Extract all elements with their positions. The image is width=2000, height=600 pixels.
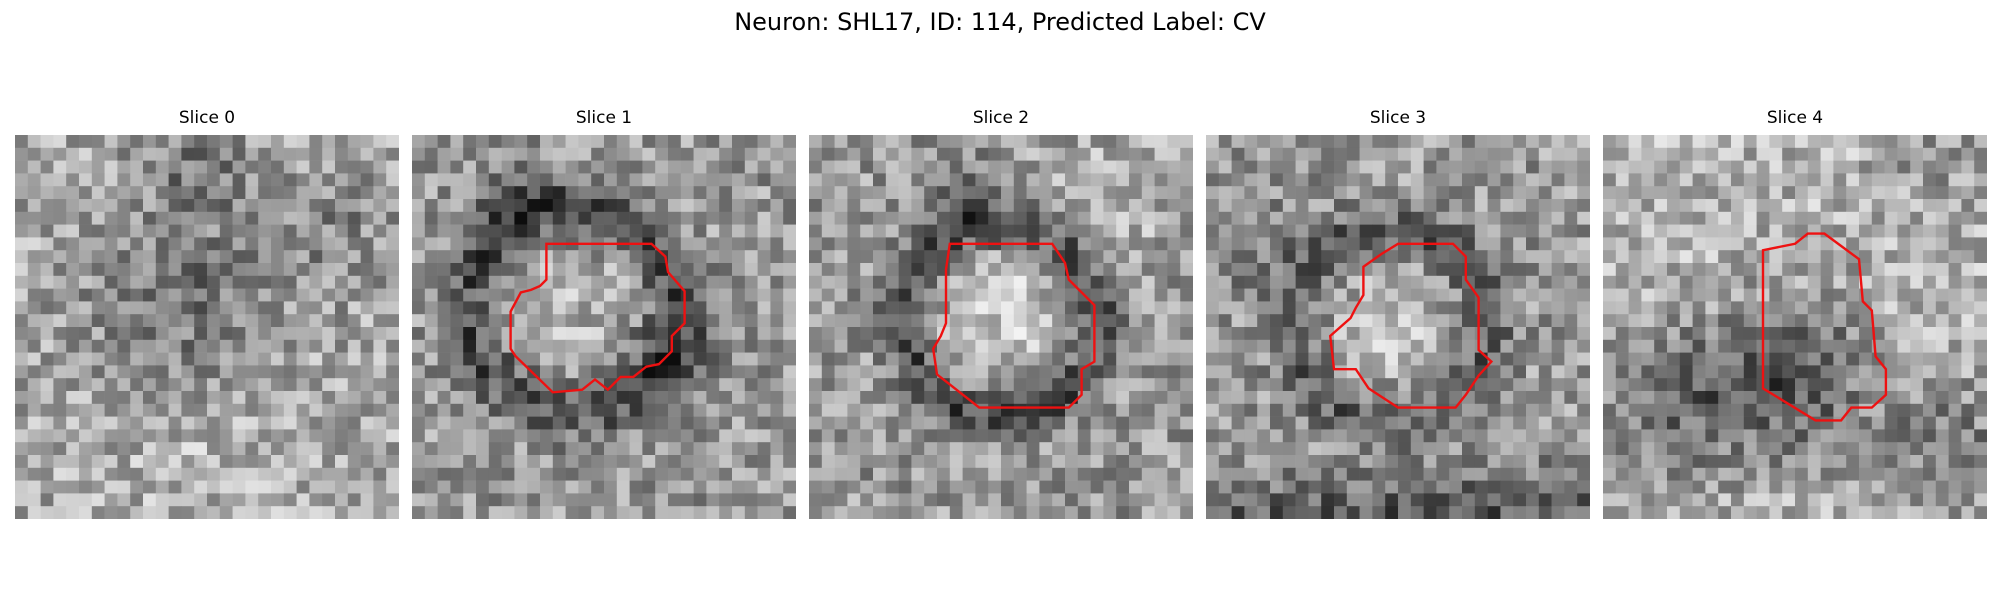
slice-title: Slice 3 [1369,108,1427,128]
segmentation-outline [1761,232,1888,422]
segmentation-outline [1328,242,1494,409]
slice-panel-2: Slice 2 [809,108,1193,519]
slice-title: Slice 0 [178,108,236,128]
slice-image [1603,135,1987,519]
slice-image [15,135,399,519]
figure-title: Neuron: SHL17, ID: 114, Predicted Label:… [734,8,1266,36]
segmentation-outline [509,242,686,394]
slice-title: Slice 4 [1766,108,1824,128]
slice-title: Slice 2 [972,108,1030,128]
segmentation-outline [931,242,1096,409]
slice-panel-0: Slice 0 [15,108,399,519]
slice-image [1206,135,1590,519]
slice-image [412,135,796,519]
slice-panel-4: Slice 4 [1603,108,1987,519]
slice-panel-1: Slice 1 [412,108,796,519]
slice-title: Slice 1 [575,108,633,128]
slice-image [809,135,1193,519]
slice-panel-3: Slice 3 [1206,108,1590,519]
